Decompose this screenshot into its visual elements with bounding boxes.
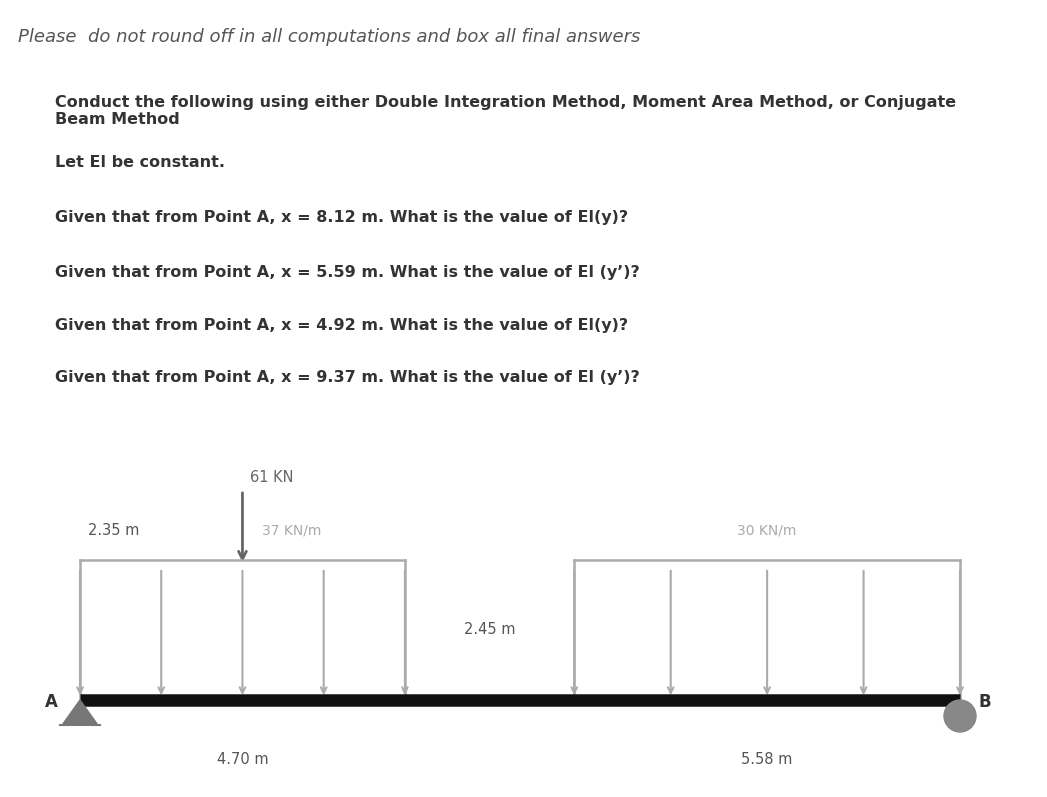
Text: Please  do not round off in all computations and box all final answers: Please do not round off in all computati… bbox=[18, 28, 641, 46]
Text: 30 KN/m: 30 KN/m bbox=[737, 524, 797, 538]
Text: Given that from Point A, x = 8.12 m. What is the value of El(y)?: Given that from Point A, x = 8.12 m. Wha… bbox=[55, 210, 628, 225]
Text: B: B bbox=[978, 693, 990, 711]
Text: Conduct the following using either Double Integration Method, Moment Area Method: Conduct the following using either Doubl… bbox=[55, 95, 956, 128]
Text: Given that from Point A, x = 9.37 m. What is the value of El (y’)?: Given that from Point A, x = 9.37 m. Wha… bbox=[55, 370, 640, 385]
Text: 5.58 m: 5.58 m bbox=[741, 752, 793, 768]
Circle shape bbox=[944, 700, 976, 732]
Text: A: A bbox=[45, 693, 58, 711]
Text: 37 KN/m: 37 KN/m bbox=[263, 524, 321, 538]
Text: Let El be constant.: Let El be constant. bbox=[55, 155, 225, 170]
Polygon shape bbox=[62, 700, 98, 725]
Text: Given that from Point A, x = 5.59 m. What is the value of El (y’)?: Given that from Point A, x = 5.59 m. Wha… bbox=[55, 265, 640, 280]
Text: 2.35 m: 2.35 m bbox=[88, 523, 139, 538]
Text: 2.45 m: 2.45 m bbox=[464, 622, 515, 638]
Text: Given that from Point A, x = 4.92 m. What is the value of El(y)?: Given that from Point A, x = 4.92 m. Wha… bbox=[55, 318, 628, 333]
Text: 61 KN: 61 KN bbox=[250, 470, 294, 485]
Text: 4.70 m: 4.70 m bbox=[217, 752, 268, 768]
